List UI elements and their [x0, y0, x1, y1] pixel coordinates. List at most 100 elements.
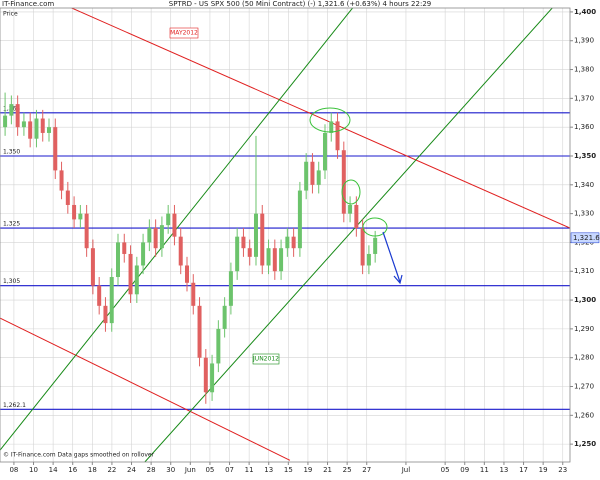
candle-body [260, 213, 265, 266]
source: IT-Finance.com [2, 0, 54, 8]
x-tick-label: Jun [184, 466, 196, 474]
candle-body [15, 104, 20, 128]
y-tick-label: 1,340 [574, 181, 594, 189]
trend-line [0, 8, 354, 451]
x-tick-label: 17 [519, 466, 528, 474]
candles [3, 92, 378, 404]
level-label: 1,262.1 [3, 402, 26, 409]
candle-body [341, 150, 346, 214]
candle-body [272, 248, 277, 272]
highlight-circle [362, 217, 388, 237]
candle-body [34, 118, 39, 139]
candle-body [348, 204, 353, 214]
candle-body [178, 236, 183, 266]
arrow [382, 231, 403, 285]
x-tick-label: Jul [401, 466, 411, 474]
candle-body [360, 228, 365, 266]
x-tick-label: 30 [166, 466, 175, 474]
y-tick-label: 1,270 [574, 383, 594, 391]
candle-body [172, 213, 177, 237]
level-label: 1,350 [3, 148, 20, 155]
candle-body [297, 190, 302, 249]
last-price-box [570, 232, 600, 244]
candle-body [9, 104, 14, 116]
candle-body [59, 170, 64, 191]
footer: © IT-Finance.com Data gaps smoothed on r… [3, 452, 155, 459]
chart-title: SPTRD - US SPX 500 (50 Mini Contract) (-… [169, 0, 431, 8]
x-tick-label: 13 [499, 466, 508, 474]
candle-body [304, 161, 309, 191]
candle-body [291, 236, 296, 249]
candle-body [122, 242, 127, 254]
candle-body [159, 225, 164, 249]
last-price-label: 1,321.6 [573, 234, 600, 242]
candle-body [329, 121, 334, 133]
x-tick-label: 28 [147, 466, 156, 474]
candle-body [153, 228, 158, 249]
x-tick-label: 07 [225, 466, 234, 474]
candle-body [115, 242, 120, 278]
x-tick-label: 09 [460, 466, 469, 474]
x-tick-label: 14 [49, 466, 58, 474]
y-tick-label: 1,360 [574, 123, 594, 131]
candle-body [197, 305, 202, 358]
y-tick-label: 1,280 [574, 354, 594, 362]
price-label: Price [3, 11, 18, 18]
x-tick-label: 23 [558, 466, 567, 474]
candle-body [241, 236, 246, 249]
candle-body [216, 328, 221, 364]
x-tick-label: 15 [284, 466, 293, 474]
level-label: 1,325 [3, 221, 20, 228]
y-tick-label: 1,400 [574, 8, 596, 16]
x-tick-label: 27 [362, 466, 371, 474]
x-tick-label: 25 [343, 466, 352, 474]
candle-body [316, 170, 321, 185]
candle-body [84, 213, 89, 249]
x-tick-label: 18 [88, 466, 97, 474]
candle-body [109, 277, 114, 324]
x-tick-label: 10 [29, 466, 38, 474]
candle-body [184, 265, 189, 283]
annotation: JUN2012 [252, 356, 279, 363]
plot-frame [0, 7, 571, 463]
candle-body [97, 285, 102, 306]
candle-body [166, 213, 171, 226]
y-tick-label: 1,310 [574, 267, 594, 275]
candle-body [28, 121, 33, 139]
y-tick-label: 1,330 [574, 210, 594, 218]
candle-body [3, 115, 8, 128]
candle-body [203, 357, 208, 393]
x-tick-label: 24 [127, 466, 136, 474]
candle-body [354, 204, 359, 229]
candle-body [141, 242, 146, 266]
candle-body [247, 248, 252, 257]
candle-body [147, 228, 152, 243]
y-tick-label: 1,350 [574, 152, 596, 160]
trend-line [70, 8, 570, 229]
x-tick-label: 05 [205, 466, 214, 474]
x-tick-label: 19 [303, 466, 312, 474]
trend-lines [0, 8, 570, 462]
candle-body [335, 121, 340, 151]
x-tick-label: 16 [68, 466, 77, 474]
x-tick-label: 22 [107, 466, 116, 474]
candle-body [228, 271, 233, 306]
candle-body [47, 127, 52, 133]
x-tick-label: 19 [539, 466, 548, 474]
candle-body [53, 127, 58, 171]
annotation: MAY2012 [170, 30, 198, 37]
level-label: 1,305 [3, 278, 20, 285]
candle-body [366, 253, 371, 266]
candle-body [103, 305, 108, 324]
y-tick-label: 1,300 [574, 296, 596, 304]
y-tick-label: 1,390 [574, 37, 594, 45]
candle-body [266, 248, 271, 266]
x-tick-label: 11 [480, 466, 489, 474]
candle-body [322, 132, 327, 171]
x-tick-label: 13 [264, 466, 273, 474]
y-tick-label: 1,380 [574, 66, 594, 74]
highlight-circle [309, 107, 351, 133]
